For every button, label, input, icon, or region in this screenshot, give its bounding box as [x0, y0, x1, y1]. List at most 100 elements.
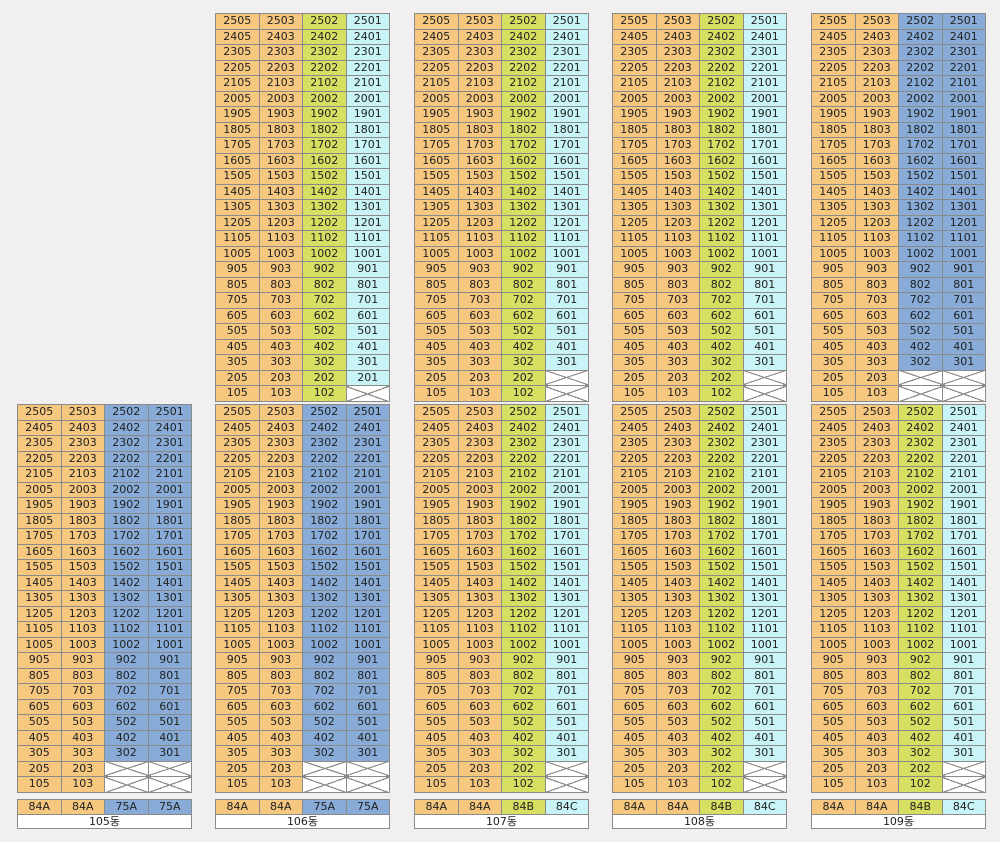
floor-row: 1305 1303 1302 1301: [811, 590, 986, 607]
unit-cell: 305: [811, 354, 856, 371]
floor-row: 705 703 702 701: [612, 292, 787, 309]
unit-cell: 2501: [941, 404, 986, 421]
floor-row: 2305 2303 2302 2301: [414, 435, 589, 452]
unit-cell: 2205: [612, 59, 657, 76]
unit-cell: 103: [258, 776, 303, 793]
unit-cell: 2505: [215, 13, 260, 30]
floor-row: 205 203 202: [612, 369, 787, 386]
floor-row: 1605 1603 1602 1601: [612, 152, 787, 169]
unit-cell: 1505: [215, 168, 260, 185]
unit-cell: 405: [17, 729, 62, 746]
unit-cell: 302: [501, 745, 546, 762]
floor-row: 1805 1803 1802 1801: [811, 121, 986, 138]
floor-row: 2105 2103 2102 2101: [215, 466, 390, 483]
unit-cell: 1603: [457, 543, 502, 560]
unit-cell: 1503: [457, 168, 502, 185]
unit-cell: 1203: [655, 214, 700, 231]
unit-cell: 1702: [302, 528, 347, 545]
unit-cell: 203: [457, 760, 502, 777]
unit-cell: 803: [60, 667, 105, 684]
unit-cell: 501: [345, 323, 390, 340]
unit-cell: 602: [898, 307, 943, 324]
unit-cell: 305: [414, 745, 459, 762]
unit-cell: 2401: [345, 28, 390, 45]
unit-cell: 601: [742, 307, 787, 324]
floor-row: 405 403 402 401: [414, 338, 589, 355]
unit-cell: 803: [854, 276, 899, 293]
unit-cell: 405: [811, 338, 856, 355]
empty-unit-cell: [147, 776, 192, 793]
unit-cell: 1702: [501, 528, 546, 545]
unit-cell: 302: [104, 745, 149, 762]
unit-type-label: 84A: [258, 798, 303, 815]
unit-cell: 1905: [414, 497, 459, 514]
unit-cell: 105: [811, 385, 856, 402]
floor-row: 2405 2403 2402 2401: [215, 419, 390, 436]
floor-row: 1005 1003 1002 1001: [612, 636, 787, 653]
unit-cell: 301: [544, 354, 589, 371]
unit-cell: 403: [854, 729, 899, 746]
floor-row: 1505 1503 1502 1501: [215, 559, 390, 576]
floor-row: 1805 1803 1802 1801: [414, 121, 589, 138]
unit-cell: 602: [501, 698, 546, 715]
unit-cell: 1403: [655, 183, 700, 200]
unit-cell: 2101: [941, 75, 986, 92]
unit-cell: 1403: [258, 574, 303, 591]
unit-cell: 1302: [898, 199, 943, 216]
unit-cell: 705: [414, 683, 459, 700]
unit-cell: 1303: [854, 199, 899, 216]
unit-cell: 1805: [414, 121, 459, 138]
unit-cell: 2005: [414, 90, 459, 107]
unit-cell: 1102: [302, 621, 347, 638]
unit-cell: 801: [544, 667, 589, 684]
unit-cell: 802: [104, 667, 149, 684]
floor-row: 1905 1903 1902 1901: [414, 497, 589, 514]
building-name-label: 108동: [612, 814, 787, 829]
unit-cell: 2205: [414, 59, 459, 76]
floor-row: 1005 1003 1002 1001: [414, 636, 589, 653]
unit-cell: 1305: [215, 199, 260, 216]
unit-cell: 602: [699, 698, 744, 715]
unit-cell: 2303: [60, 435, 105, 452]
unit-cell: 1202: [898, 214, 943, 231]
unit-cell: 905: [414, 652, 459, 669]
unit-cell: 701: [147, 683, 192, 700]
unit-cell: 202: [501, 760, 546, 777]
unit-cell: 1003: [854, 245, 899, 262]
unit-cell: 602: [898, 698, 943, 715]
floor-row: 605 603 602 601: [17, 698, 192, 715]
unit-cell: 2502: [699, 404, 744, 421]
unit-cell: 2003: [60, 481, 105, 498]
unit-cell: 1501: [544, 168, 589, 185]
empty-unit-cell: [898, 369, 943, 386]
floor-row: 1605 1603 1602 1601: [811, 543, 986, 560]
unit-cell: 1003: [457, 636, 502, 653]
unit-cell: 1605: [215, 543, 260, 560]
unit-cell: 2401: [742, 419, 787, 436]
unit-cell: 2105: [612, 466, 657, 483]
unit-cell: 1802: [501, 512, 546, 529]
unit-cell: 1801: [345, 121, 390, 138]
floor-row: 705 703 702 701: [215, 683, 390, 700]
unit-cell: 2301: [544, 44, 589, 61]
floor-row: 205 203 202: [414, 369, 589, 386]
floor-row: 1905 1903 1902 1901: [612, 106, 787, 123]
unit-cell: 2501: [544, 404, 589, 421]
unit-cell: 1501: [147, 559, 192, 576]
floor-row: 905 903 902 901: [215, 652, 390, 669]
unit-cell: 2202: [699, 450, 744, 467]
unit-cell: 502: [302, 714, 347, 731]
floor-row: 1505 1503 1502 1501: [414, 168, 589, 185]
unit-cell: 1403: [457, 574, 502, 591]
unit-cell: 1701: [941, 137, 986, 154]
unit-cell: 1601: [147, 543, 192, 560]
unit-cell: 1203: [457, 605, 502, 622]
unit-cell: 401: [941, 338, 986, 355]
floor-row: 2505 2503 2502 2501: [612, 404, 787, 421]
unit-cell: 1002: [898, 245, 943, 262]
unit-cell: 1001: [345, 636, 390, 653]
unit-cell: 205: [811, 760, 856, 777]
unit-cell: 805: [414, 276, 459, 293]
unit-cell: 205: [215, 760, 260, 777]
